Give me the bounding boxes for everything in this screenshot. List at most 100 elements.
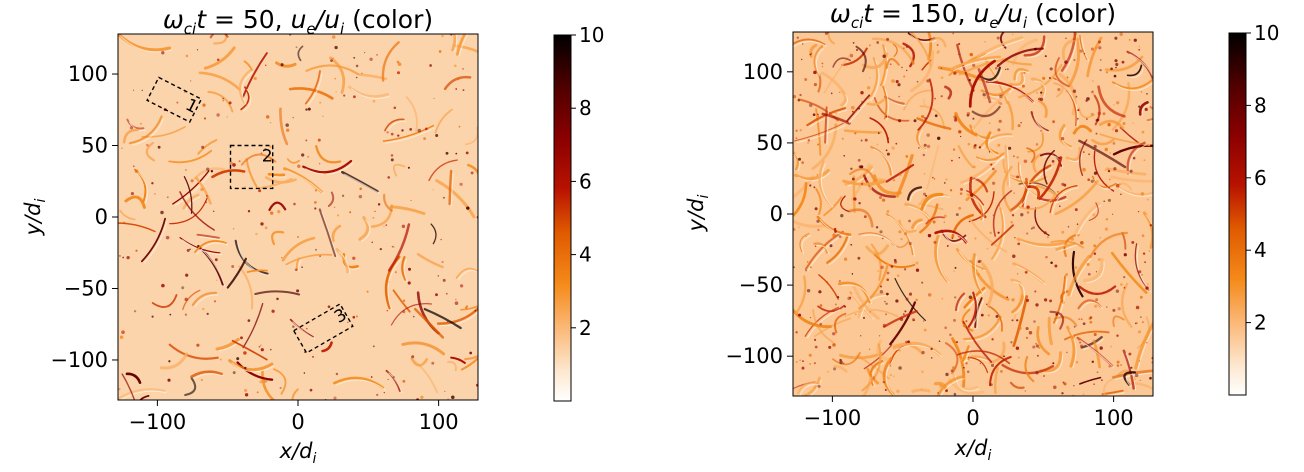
speckle [1043, 375, 1046, 377]
speckle [359, 187, 362, 191]
speckle [837, 296, 840, 299]
filament [944, 342, 959, 375]
speckle [134, 169, 139, 174]
filament [203, 46, 236, 70]
filament [1078, 285, 1117, 296]
filament [1017, 162, 1037, 196]
filament [190, 370, 223, 379]
speckle [798, 226, 800, 228]
y-tick-label: 0 [770, 202, 783, 226]
speckle [890, 265, 894, 268]
filament-highlight [978, 154, 1007, 163]
speckle [1061, 392, 1064, 395]
speckle [832, 332, 836, 336]
speckle [376, 393, 379, 397]
speckle [827, 32, 829, 34]
speckle [161, 283, 165, 288]
filament-highlight [1012, 180, 1030, 213]
speckle [921, 115, 925, 119]
speckle [817, 113, 819, 116]
filament [865, 244, 890, 256]
speckle [1116, 360, 1120, 364]
filament [967, 356, 989, 374]
filament [969, 91, 1009, 134]
speckle [879, 196, 882, 199]
speckle [133, 310, 137, 313]
filament-highlight [794, 153, 801, 172]
filament [1026, 147, 1036, 163]
speckle [980, 313, 984, 317]
filament [318, 208, 337, 258]
speckle [1083, 52, 1086, 55]
speckle [411, 355, 415, 359]
speckle [945, 389, 948, 392]
filament-highlight [1034, 80, 1046, 98]
speckle [800, 58, 803, 61]
speckle [898, 366, 902, 370]
filament [370, 204, 394, 228]
speckle [1023, 71, 1026, 74]
speckle [1035, 342, 1037, 345]
speckle [153, 192, 156, 195]
filament [968, 59, 996, 108]
speckle [301, 328, 304, 330]
speckle [1082, 393, 1085, 396]
speckle [1044, 55, 1047, 58]
filament [1065, 147, 1081, 161]
speckle [370, 376, 373, 378]
speckle [959, 192, 963, 195]
filament-highlight [131, 118, 165, 146]
speckle [1025, 336, 1029, 339]
filament-highlight [237, 242, 270, 277]
filament [855, 45, 867, 73]
speckle [454, 301, 459, 305]
filament [879, 44, 887, 87]
colorbar-tick-label: 2 [1254, 311, 1267, 335]
speckle [1120, 364, 1122, 366]
speckle [951, 159, 953, 162]
filament [793, 150, 799, 171]
speckle [858, 107, 861, 110]
speckle [1005, 68, 1007, 70]
filament [393, 163, 406, 177]
speckle [860, 182, 864, 186]
filament [242, 52, 268, 98]
speckle [944, 326, 948, 330]
filament [987, 305, 1003, 332]
speckle [454, 64, 457, 68]
speckle [886, 152, 890, 156]
filament [794, 275, 807, 315]
filament-highlight [969, 196, 985, 222]
speckle [169, 313, 172, 316]
speckle [974, 237, 977, 240]
filament-highlight [957, 295, 967, 313]
speckle [936, 51, 939, 54]
speckle [1133, 38, 1137, 42]
speckle [135, 249, 138, 252]
speckle [190, 179, 194, 183]
filament-highlight [1125, 373, 1137, 387]
filament [281, 236, 316, 262]
filament [358, 216, 370, 241]
speckle [858, 202, 861, 205]
speckle [830, 92, 833, 95]
speckle [926, 133, 930, 137]
speckle [122, 256, 125, 259]
filament [275, 61, 297, 68]
speckle [253, 76, 257, 81]
speckle [1115, 183, 1120, 188]
speckle [402, 299, 406, 302]
speckle [1135, 305, 1140, 310]
filament-highlight [806, 309, 841, 339]
filament [1099, 133, 1151, 146]
filament [990, 224, 1014, 246]
speckle [945, 372, 949, 377]
speckle [899, 350, 901, 352]
filament-highlight [451, 172, 454, 207]
speckle [1049, 299, 1052, 303]
filament [238, 265, 254, 310]
filament-highlight [1081, 37, 1090, 62]
speckle [442, 196, 445, 199]
speckle [1065, 37, 1067, 40]
speckle [132, 89, 135, 91]
